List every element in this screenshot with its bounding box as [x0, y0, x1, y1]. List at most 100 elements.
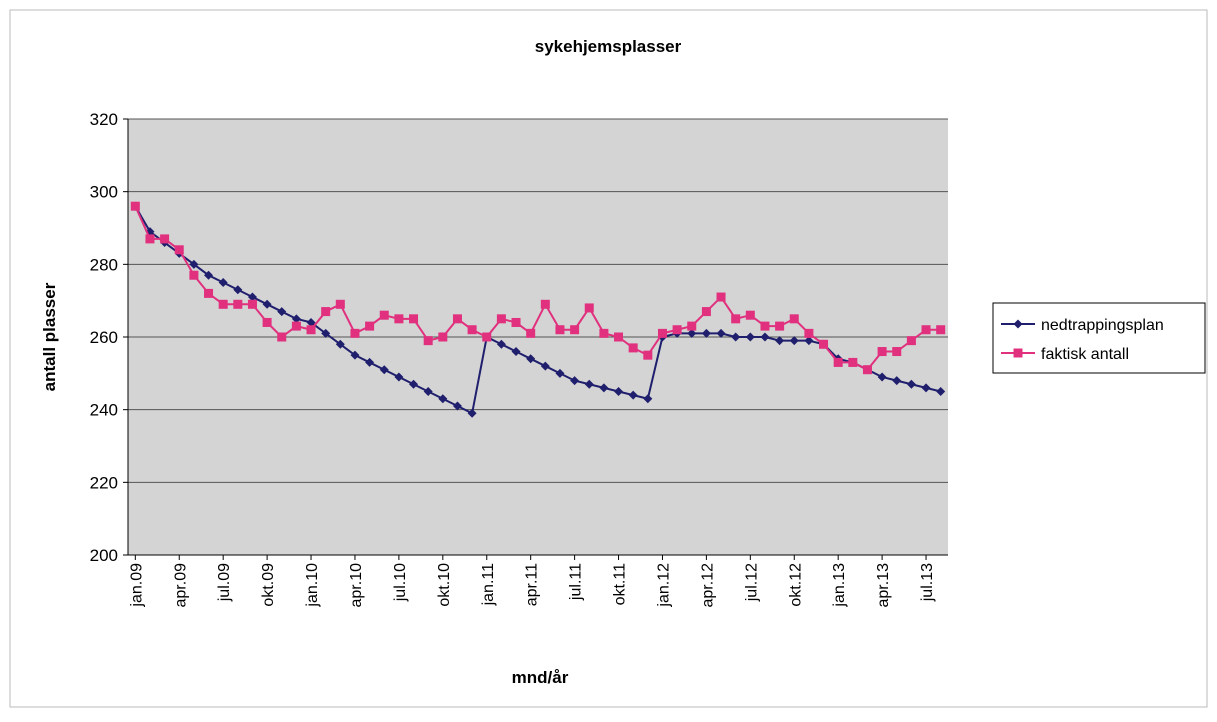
point — [189, 270, 199, 280]
y-tick-label: 260 — [90, 328, 118, 347]
point — [291, 321, 301, 331]
point — [555, 368, 565, 378]
point — [438, 332, 448, 342]
point — [204, 288, 214, 298]
x-tick-label: apr.09 — [172, 563, 189, 608]
point — [233, 299, 243, 309]
point — [350, 350, 360, 360]
point — [467, 408, 477, 418]
point — [262, 299, 272, 309]
point — [540, 361, 550, 371]
y-tick-label: 200 — [90, 546, 118, 565]
x-tick-label: jul.09 — [216, 563, 233, 602]
point — [892, 376, 902, 386]
point — [804, 328, 814, 338]
point — [321, 328, 331, 338]
point — [247, 292, 257, 302]
legend-marker — [1013, 348, 1023, 358]
point — [892, 347, 902, 357]
point — [160, 234, 170, 244]
point — [760, 321, 770, 331]
point — [716, 328, 726, 338]
point — [584, 379, 594, 389]
point — [262, 317, 272, 327]
point — [482, 332, 492, 342]
point — [423, 387, 433, 396]
point — [731, 314, 741, 324]
point — [511, 347, 521, 357]
point — [745, 310, 755, 320]
point — [804, 336, 814, 346]
point — [306, 325, 316, 335]
point — [247, 299, 257, 309]
point — [233, 285, 243, 295]
legend-label: nedtrappingsplan — [1041, 317, 1164, 334]
x-tick-label: apr.13 — [875, 563, 892, 608]
x-tick-label: apr.12 — [699, 563, 716, 608]
x-axis-title: mnd/år — [512, 668, 569, 687]
point — [921, 325, 931, 335]
legend-box — [992, 302, 1206, 374]
point — [467, 325, 477, 335]
x-tick-label: okt.10 — [436, 563, 453, 607]
point — [687, 321, 697, 331]
point — [365, 357, 375, 367]
point — [496, 314, 506, 324]
point — [614, 387, 624, 396]
point — [819, 339, 829, 349]
chart-title: sykehjemsplasser — [535, 37, 682, 56]
point — [599, 383, 609, 393]
point — [936, 387, 946, 396]
x-tick-label: jul.10 — [392, 563, 409, 602]
x-tick-label: jan.09 — [128, 563, 145, 608]
point — [526, 328, 536, 338]
point — [570, 376, 580, 386]
point — [277, 307, 287, 317]
point — [438, 394, 448, 404]
point — [409, 314, 419, 324]
point — [218, 278, 228, 287]
legend-label: faktisk antall — [1041, 346, 1129, 363]
point — [350, 328, 360, 338]
point — [775, 336, 785, 346]
point — [335, 339, 345, 349]
point — [423, 336, 433, 346]
point — [848, 357, 858, 367]
x-tick-label: jul.12 — [743, 563, 760, 602]
point — [775, 321, 785, 331]
point — [877, 372, 887, 382]
point — [540, 299, 550, 309]
point — [789, 314, 799, 324]
point — [306, 317, 316, 327]
point — [335, 299, 345, 309]
point — [496, 339, 506, 349]
point — [365, 321, 375, 331]
point — [745, 332, 755, 342]
x-tick-label: okt.11 — [612, 563, 629, 606]
x-tick-label: okt.09 — [260, 563, 277, 607]
point — [921, 383, 931, 393]
point — [218, 299, 228, 309]
point — [452, 314, 462, 324]
x-tick-label: okt.12 — [787, 563, 804, 607]
x-tick-label: apr.10 — [348, 563, 365, 608]
x-tick-label: apr.11 — [524, 563, 541, 606]
point — [511, 317, 521, 327]
x-tick-label: jul.11 — [568, 563, 585, 601]
x-tick-label: jan.11 — [480, 563, 497, 607]
point — [174, 245, 184, 255]
y-tick-label: 300 — [90, 183, 118, 202]
point — [936, 325, 946, 335]
point — [130, 201, 140, 211]
point — [643, 394, 653, 404]
x-tick-label: jul.13 — [919, 563, 936, 602]
point — [379, 365, 389, 375]
y-tick-label: 280 — [90, 255, 118, 274]
point — [291, 314, 301, 324]
point — [145, 234, 155, 244]
x-tick-label: jan.13 — [831, 563, 848, 608]
point — [906, 379, 916, 389]
point — [862, 365, 872, 375]
point — [555, 325, 565, 335]
